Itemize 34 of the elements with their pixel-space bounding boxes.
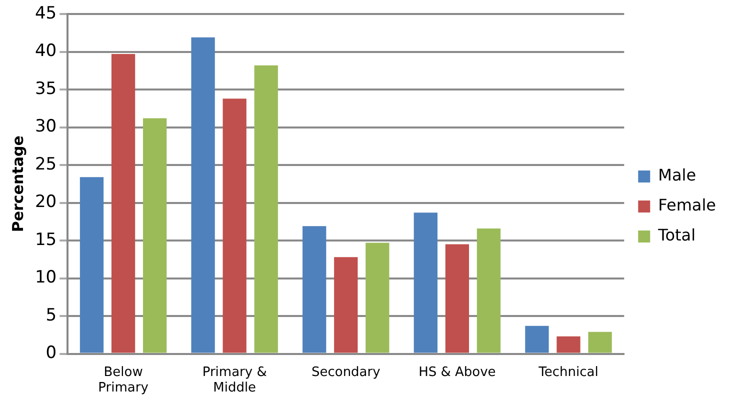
bar [445, 244, 470, 353]
bar [111, 54, 136, 353]
x-tick-label: Primary & Middle [202, 364, 267, 396]
y-tick-label: 5 [46, 305, 57, 326]
y-tick-label: 30 [34, 116, 57, 137]
legend-label: Total [657, 226, 696, 245]
bar [414, 212, 438, 353]
bar [254, 65, 278, 353]
bar [334, 257, 358, 353]
bar [80, 177, 104, 353]
y-tick-label: 0 [46, 343, 57, 364]
y-tick-label: 10 [34, 268, 57, 288]
bar [222, 98, 246, 353]
y-tick-label: 35 [34, 78, 57, 99]
y-tick-label: 25 [34, 154, 57, 174]
bar [366, 242, 390, 353]
bar [525, 326, 549, 353]
y-tick-label: 40 [34, 41, 57, 62]
bar [142, 118, 167, 353]
y-tick-label: 20 [34, 192, 57, 212]
x-tick-label: Secondary [311, 364, 381, 380]
y-tick-label: 15 [34, 230, 57, 250]
bar [588, 332, 612, 353]
bar [556, 336, 580, 353]
legend-label: Male [658, 166, 696, 185]
x-tick-label: Below Primary [98, 364, 149, 396]
x-tick-label: Technical [538, 364, 598, 380]
bar [476, 228, 501, 353]
y-tick-label: 45 [34, 3, 57, 24]
bar [302, 226, 326, 353]
x-tick-label: HS & Above [418, 364, 496, 380]
y-axis-title: Percentage [8, 136, 27, 232]
bar [191, 37, 215, 353]
legend-label: Female [658, 196, 716, 215]
